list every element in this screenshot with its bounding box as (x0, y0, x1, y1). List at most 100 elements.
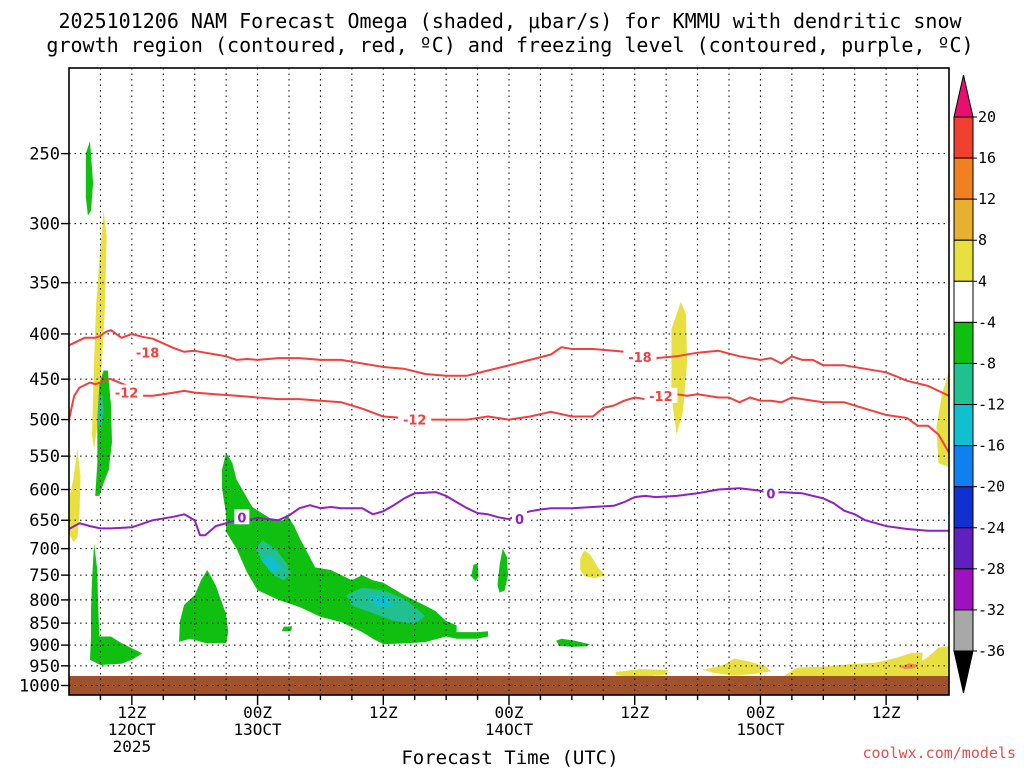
credit-text: coolwx.com/models (862, 744, 1016, 762)
gridlines (69, 68, 949, 695)
omega-region-2-2 (90, 543, 143, 665)
contour-layer: -18 -18 -12 -12 -12 0 0 0 (68, 329, 950, 537)
colorbar-label-9: -20 (978, 478, 1005, 496)
omega-region-0-0 (92, 210, 107, 450)
colorbar-label-6: -8 (978, 354, 996, 372)
omega-region-1-0 (898, 663, 918, 670)
colorbar-bin-9 (953, 486, 974, 529)
chart-title-line1: 2025101206 NAM Forecast Omega (shaded, μ… (58, 9, 962, 33)
y-axis-pressure: 2503003504004505005506006507007508008509… (19, 145, 69, 697)
y-tick-label-250: 250 (29, 145, 60, 165)
omega-region-4-1 (367, 595, 394, 607)
y-tick-label-400: 400 (29, 325, 60, 345)
x-tick-label-4-0: 12Z (620, 703, 649, 722)
omega-region-0-3 (580, 550, 606, 579)
y-tick-label-300: 300 (29, 215, 60, 235)
omega-region-2-6 (497, 548, 508, 593)
y-tick-label-850: 850 (29, 614, 60, 634)
colorbar-label-13: -36 (978, 642, 1005, 660)
colorbar-bin-3 (953, 239, 974, 282)
omega-region-2-0 (85, 141, 94, 216)
colorbar-bin-7 (953, 404, 974, 447)
colorbar-top-arrow (953, 74, 974, 118)
contour-label-bg-6 (511, 511, 527, 527)
colorbar-label-10: -24 (978, 519, 1005, 537)
colorbar-bin-8 (953, 445, 974, 488)
colorbar-label-3: 8 (978, 231, 987, 249)
y-tick-label-550: 550 (29, 447, 60, 467)
colorbar-label-8: -16 (978, 437, 1005, 455)
x-tick-label-2-0: 12Z (369, 703, 398, 722)
colorbar-bin-5 (953, 321, 974, 364)
omega-region-0-1 (69, 449, 81, 542)
colorbar-label-7: -12 (978, 396, 1005, 414)
colorbar-bin-11 (953, 568, 974, 611)
x-tick-label-5-0: 00Z (746, 703, 775, 722)
y-tick-label-900: 900 (29, 636, 60, 656)
omega-region-0-6 (781, 646, 949, 679)
omega-region-0-4 (615, 669, 669, 677)
contour-label-bg-5 (234, 509, 250, 525)
x-tick-label-3-0: 00Z (495, 703, 524, 722)
colorbar: 20 16 12 8 4 -4 -8 -12 -16 -20 -24 -28 -32 -36 (953, 74, 1005, 694)
colorbar-bin-0 (953, 116, 974, 159)
colorbar-label-5: -4 (978, 313, 996, 331)
x-tick-label-0-0: 12Z (117, 703, 146, 722)
chart-title-line2: growth region (contoured, red, ºC) and f… (46, 33, 973, 57)
contour-line-0 (68, 329, 950, 397)
y-tick-label-450: 450 (29, 370, 60, 390)
colorbar-bin-4 (953, 280, 974, 323)
colorbar-bin-2 (953, 198, 974, 241)
contour-label-bg-3 (398, 411, 432, 427)
contour-label-bg-4 (644, 387, 678, 403)
contour-label-bg-2 (110, 384, 144, 400)
x-tick-label-1-0: 00Z (243, 703, 272, 722)
colorbar-bin-1 (953, 157, 974, 200)
x-tick-label-6-0: 12Z (872, 703, 901, 722)
omega-region-3-1 (346, 587, 426, 625)
contour-label-7: 0 (766, 487, 775, 502)
omega-region-4-0 (260, 555, 282, 573)
x-axis-title: Forecast Time (UTC) (401, 747, 618, 768)
contour-label-bg-1 (623, 349, 657, 365)
omega-region-2-7 (471, 563, 479, 582)
x-tick-label-5-1: 15OCT (736, 720, 785, 739)
y-tick-label-700: 700 (29, 540, 60, 560)
colorbar-label-2: 12 (978, 190, 996, 208)
colorbar-label-11: -28 (978, 560, 1005, 578)
colorbar-bin-10 (953, 527, 974, 570)
contour-label-6: 0 (515, 513, 524, 528)
colorbar-label-4: 4 (978, 272, 987, 290)
colorbar-bin-6 (953, 362, 974, 406)
y-tick-label-1000: 1000 (19, 677, 60, 697)
colorbar-bottom-arrow (953, 650, 974, 694)
y-tick-label-600: 600 (29, 481, 60, 501)
y-tick-label-750: 750 (29, 566, 60, 586)
y-tick-label-800: 800 (29, 591, 60, 611)
contour-label-2: -12 (115, 387, 139, 402)
colorbar-label-1: 16 (978, 149, 996, 167)
contour-line-2 (68, 487, 949, 537)
y-tick-label-500: 500 (29, 411, 60, 431)
x-tick-label-0-1: 12OCT (108, 720, 157, 739)
y-tick-label-950: 950 (29, 657, 60, 677)
y-tick-label-350: 350 (29, 274, 60, 294)
omega-region-3-2 (97, 395, 104, 431)
contour-label-1: -18 (628, 351, 652, 366)
contour-label-4: -12 (649, 390, 673, 405)
contour-label-0: -18 (136, 347, 160, 362)
x-tick-label-0-2: 2025 (113, 737, 152, 756)
colorbar-label-12: -32 (978, 601, 1005, 619)
y-tick-label-650: 650 (29, 511, 60, 531)
omega-region-0-5 (702, 658, 771, 676)
colorbar-label-0: 20 (978, 108, 996, 126)
omega-region-2-4 (179, 570, 229, 643)
contour-label-bg-0 (131, 344, 165, 360)
contour-label-bg-7 (763, 485, 779, 501)
contour-label-5: 0 (237, 511, 246, 526)
plot-area: -18 -18 -12 -12 -12 0 0 0 (68, 67, 950, 696)
contour-label-3: -12 (403, 414, 427, 429)
colorbar-bin-12 (953, 609, 974, 652)
